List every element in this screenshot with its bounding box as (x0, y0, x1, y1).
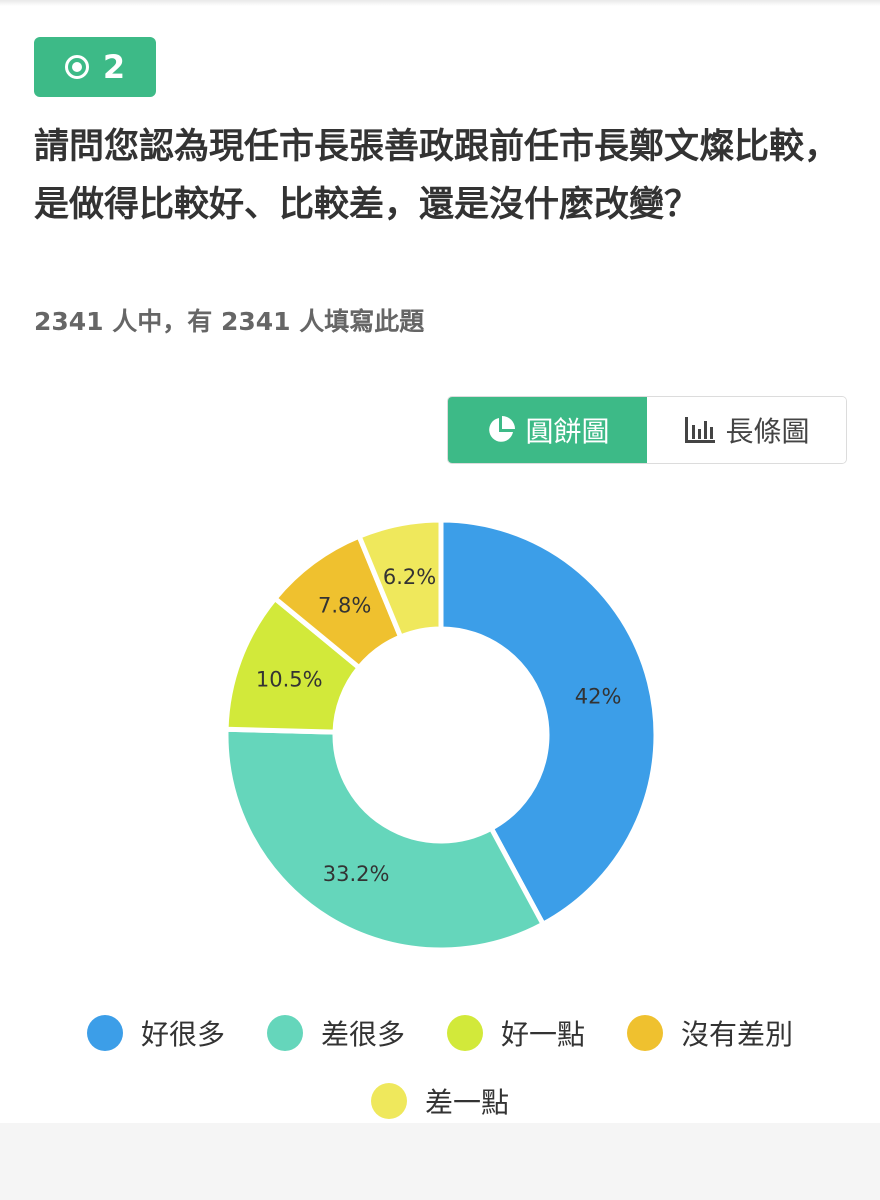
slice-label-1: 42% (575, 684, 622, 708)
legend-item-5[interactable]: 差一點 (370, 1078, 509, 1124)
legend-item-4[interactable]: 沒有差別 (627, 1010, 793, 1056)
question-number: 2 (102, 48, 126, 86)
legend-dot-3 (447, 1015, 483, 1051)
question-badge: 2 (34, 37, 156, 97)
slice-label-3: 10.5% (256, 667, 323, 691)
donut-slice-5[interactable] (356, 517, 444, 640)
legend-label-5: 差一點 (424, 1086, 509, 1119)
respondents-count: 2341 人中，有 2341 人填寫此題 (34, 307, 425, 336)
pie-chart-label: 圓餅圖 (525, 415, 610, 448)
question-text: 請問您認為現任市長張善政跟前任市長鄭文燦比較，是做得比較好、比較差，還是沒什麼改… (34, 127, 840, 225)
legend-dot-2 (266, 1015, 303, 1051)
legend-item-1[interactable]: 好很多 (86, 1010, 225, 1056)
legend-label-4: 沒有差別 (681, 1018, 794, 1051)
donut-chart: 42% 33.2% 10.5% 7.8% 6.2% (223, 517, 659, 953)
slice-label-5: 6.2% (383, 565, 436, 589)
legend-dot-4 (627, 1015, 664, 1051)
bar-chart-button[interactable]: 長條圖 (647, 397, 846, 463)
donut-slice-1[interactable] (438, 517, 659, 927)
radio-icon (64, 55, 89, 79)
legend-dot-5 (370, 1083, 407, 1119)
legend-item-2[interactable]: 差很多 (266, 1010, 405, 1056)
chart-legend: 好很多 差很多 好一點 沒有差別差一點 (0, 1010, 880, 1124)
legend-dot-1 (86, 1015, 123, 1051)
pie-chart-button[interactable]: 圓餅圖 (448, 397, 647, 463)
pie-chart-icon (489, 416, 516, 442)
legend-label-2: 差很多 (320, 1018, 405, 1051)
slice-label-2: 33.2% (323, 862, 390, 886)
bar-chart-icon (685, 417, 716, 443)
slice-label-4: 7.8% (318, 594, 371, 618)
legend-label-3: 好一點 (501, 1018, 586, 1051)
chart-type-toggle: 圓餅圖 長條圖 (447, 396, 847, 464)
legend-item-3[interactable]: 好一點 (447, 1010, 585, 1056)
legend-label-1: 好很多 (140, 1018, 225, 1051)
bar-chart-label: 長條圖 (725, 415, 810, 448)
bottom-bar (0, 1123, 880, 1200)
donut-slice-2[interactable] (223, 726, 546, 953)
top-shadow (0, 0, 880, 6)
